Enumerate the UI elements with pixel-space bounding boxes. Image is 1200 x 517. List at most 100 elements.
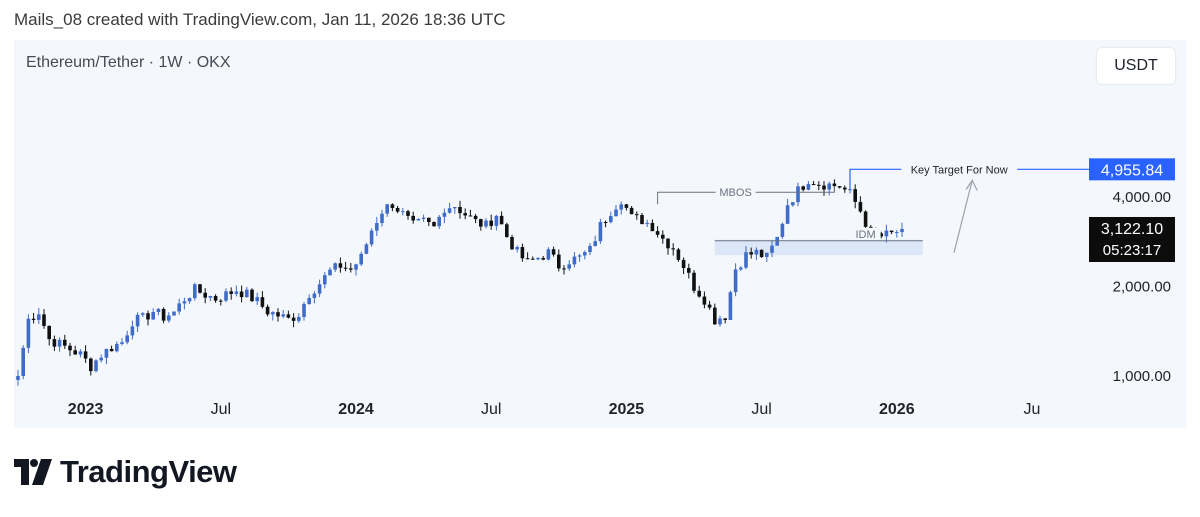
candle — [385, 203, 389, 217]
time-axis[interactable]: 2023 Jul 2024 Jul 2025 Jul 2026 Ju — [68, 401, 1041, 418]
candle — [489, 214, 493, 230]
symbol-legend[interactable]: Ethereum/Tether · 1W · OKX — [26, 54, 231, 71]
candle — [99, 354, 103, 363]
candlestick-chart[interactable]: MBOS IDM Key Target For Now 4,000.00 2,00… — [14, 40, 1187, 428]
tradingview-logo[interactable]: TradingView — [14, 452, 237, 492]
last-price-value: 3,122.10 — [1101, 221, 1163, 238]
candle — [198, 284, 202, 294]
candle — [629, 206, 634, 215]
candle — [754, 247, 759, 260]
candle — [562, 265, 566, 275]
candle — [187, 297, 192, 304]
candle — [479, 218, 483, 231]
candle — [645, 219, 649, 227]
chart-area[interactable]: MBOS IDM Key Target For Now 4,000.00 2,00… — [14, 40, 1187, 428]
candle — [146, 310, 150, 326]
candle — [21, 345, 25, 380]
candle — [827, 181, 831, 196]
candle — [702, 291, 707, 309]
bar-countdown: 05:23:17 — [1103, 242, 1161, 259]
candle — [260, 291, 265, 309]
candle — [141, 312, 145, 318]
candle — [47, 325, 51, 346]
candle — [161, 307, 166, 324]
candle — [307, 294, 311, 305]
candle — [281, 309, 285, 319]
candle — [791, 202, 795, 207]
candle — [135, 312, 140, 332]
candle — [801, 185, 805, 192]
key-target-line[interactable] — [849, 168, 1110, 190]
candle — [224, 288, 228, 303]
candle — [728, 290, 733, 320]
candle — [390, 203, 395, 212]
candle — [432, 221, 436, 227]
candle — [515, 245, 519, 253]
candle — [739, 266, 743, 272]
candle — [437, 214, 441, 230]
candle — [785, 198, 790, 224]
candle — [557, 249, 561, 272]
target-price-tag — [1089, 158, 1175, 181]
candle — [598, 218, 603, 244]
candle — [297, 313, 301, 324]
candle — [83, 345, 88, 363]
candle — [234, 285, 239, 297]
candle — [89, 357, 93, 376]
candle — [858, 196, 863, 214]
projection-arrow[interactable] — [953, 180, 973, 253]
candle — [94, 359, 98, 373]
candle — [302, 301, 306, 321]
candle — [120, 338, 124, 346]
candle — [655, 226, 660, 238]
price-tick-label: 2,000.00 — [1113, 279, 1171, 296]
candle — [239, 285, 244, 303]
candle — [291, 313, 296, 328]
candle — [624, 203, 629, 211]
candle — [879, 231, 883, 239]
candle — [525, 252, 530, 260]
candle — [125, 330, 129, 345]
candle — [255, 292, 259, 305]
candle — [666, 238, 670, 255]
candle — [676, 247, 681, 262]
candle — [546, 247, 551, 261]
candle — [16, 369, 20, 386]
candle — [843, 185, 847, 193]
candle — [895, 230, 899, 238]
candle — [73, 345, 77, 355]
key-target-label: Key Target For Now — [911, 164, 1008, 176]
candle — [130, 320, 135, 340]
candle — [359, 251, 363, 266]
candle — [567, 260, 571, 271]
candle — [718, 315, 722, 327]
price-tags: 4,955.84 3,122.10 05:23:17 — [1089, 158, 1175, 262]
tradingview-logo-icon — [14, 459, 52, 485]
candle — [520, 243, 525, 262]
time-tick-label: 2026 — [879, 401, 915, 418]
candle — [889, 230, 894, 235]
candle — [172, 311, 176, 316]
candle — [837, 186, 842, 189]
candle — [692, 270, 696, 294]
candle — [401, 207, 405, 216]
candle — [453, 206, 457, 214]
chart-caption: Mails_08 created with TradingView.com, J… — [14, 10, 506, 29]
time-tick-label: Ju — [1024, 401, 1041, 418]
candle — [375, 216, 379, 236]
candle — [780, 222, 785, 239]
candle — [609, 211, 613, 224]
candle — [317, 279, 322, 298]
price-axis[interactable]: 4,000.00 2,000.00 1,000.00 — [1113, 189, 1171, 385]
candle — [541, 255, 545, 261]
candle — [572, 251, 577, 268]
target-price-value: 4,955.84 — [1101, 162, 1163, 179]
candle — [328, 267, 332, 276]
candle — [593, 235, 597, 247]
candle — [707, 300, 712, 310]
time-tick-label: 2025 — [609, 401, 645, 418]
currency-button[interactable]: USDT — [1097, 48, 1175, 84]
candle — [380, 209, 384, 227]
candle — [213, 294, 218, 303]
candle — [671, 243, 675, 256]
